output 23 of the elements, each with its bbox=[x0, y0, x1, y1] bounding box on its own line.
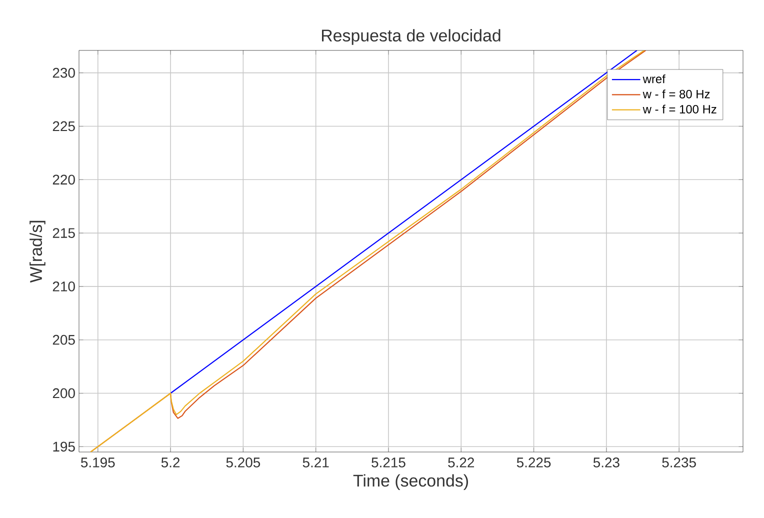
y-tick-label: 220 bbox=[52, 174, 75, 185]
x-axis-title: Time (seconds) bbox=[353, 474, 468, 490]
x-tick-label: 5.22 bbox=[448, 458, 474, 468]
y-tick-label: 195 bbox=[53, 442, 75, 452]
legend-label: w - f = 80 Hz bbox=[642, 90, 710, 98]
x-tick-label: 5.195 bbox=[81, 458, 115, 468]
legend-label: wref bbox=[642, 74, 666, 84]
y-axis-title: W[rad/s] bbox=[30, 220, 46, 283]
x-tick-label: 5.23 bbox=[593, 458, 620, 468]
x-tick-label: 5.235 bbox=[662, 458, 696, 468]
y-tick-label: 200 bbox=[52, 388, 75, 398]
legend-label: w - f = 100 Hz bbox=[642, 104, 716, 114]
x-tick-label: 5.215 bbox=[372, 458, 406, 468]
y-tick-label: 210 bbox=[52, 281, 75, 292]
x-tick-label: 5.205 bbox=[226, 458, 260, 468]
x-tick-label: 5.21 bbox=[302, 458, 329, 468]
y-tick-label: 225 bbox=[52, 121, 75, 132]
y-tick-label: 215 bbox=[52, 228, 75, 238]
y-tick-label: 230 bbox=[52, 68, 75, 78]
y-tick-label: 205 bbox=[52, 334, 75, 345]
x-tick-label: 5.225 bbox=[516, 458, 551, 468]
x-tick-label: 5.2 bbox=[161, 458, 180, 468]
chart-title: Respuesta de velocidad bbox=[322, 29, 500, 45]
